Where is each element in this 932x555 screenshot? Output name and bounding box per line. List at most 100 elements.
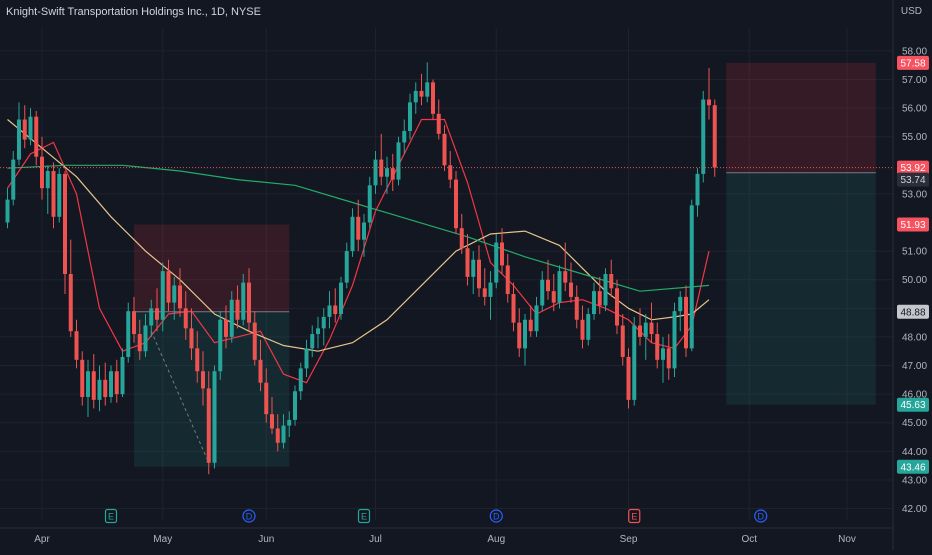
take-profit-zone [726,172,876,405]
y-tick-label: 48.00 [902,332,927,343]
candle-body [247,282,251,323]
dividend-icon [242,509,256,523]
candle-body [442,133,447,166]
candle-body [91,371,96,400]
candle-body [310,334,315,349]
candle-body [517,322,522,349]
candle-body [241,282,246,320]
candle-body [40,156,44,189]
x-tick-label: Jun [258,534,274,545]
x-tick-label: Jul [369,534,382,545]
event-label: E [631,512,637,522]
candle-body [212,371,217,463]
ma-line-sma-mid [7,119,710,352]
y-tick-label: 55.00 [902,132,927,143]
candle-body [465,248,470,277]
price-tag-bg [897,304,929,319]
candle-body [172,285,177,303]
y-tick-label: 43.00 [902,475,927,486]
candle-body [574,296,579,320]
candle-body [689,205,694,349]
y-tick-label: 56.00 [902,104,927,115]
overlay [0,167,893,463]
candle-body [643,322,648,337]
candle-body [86,371,90,397]
currency-label: USD [900,6,922,17]
time-axis[interactable]: AprMayJunJulAugSepOctNovDec2023 [34,534,932,545]
candle-body [511,294,516,323]
candle-body [137,334,142,352]
candle-body [189,328,194,349]
x-tick-label: Oct [741,534,757,545]
candle-body [22,119,27,140]
candles [5,62,717,475]
candle-body [367,185,372,223]
candle-body [350,216,355,252]
x-tick-label: May [153,534,172,545]
candle-body [661,348,665,360]
y-tick-label: 58.00 [902,46,927,57]
candle-body [551,291,556,303]
candle-body [11,159,16,200]
candle-body [17,119,21,160]
stop-loss-zone [726,62,876,173]
candle-body [402,130,407,143]
candle-body [390,168,395,180]
candle-body [655,334,660,360]
event-label: D [246,512,253,522]
candle-body [425,82,430,97]
candle-body [80,359,85,397]
price-tag-bg [897,459,929,474]
price-axis[interactable]: 42.0043.0044.0045.0046.0047.0048.0049.00… [897,46,929,515]
candle-body [68,274,73,332]
y-tick-label: 53.00 [902,189,927,200]
ma-line-sma-long [7,164,710,292]
candle-body [252,322,257,360]
candle-body [523,319,527,349]
candle-body [229,299,234,337]
price-tag-label: 53.92 [900,163,925,174]
x-tick-label: Aug [487,534,505,545]
candle-body [609,274,614,289]
candle-body [281,425,286,443]
candle-body [666,348,671,369]
candle-body [448,165,453,180]
candle-body [471,259,476,277]
candle-body [592,291,596,315]
candle-body [63,173,67,274]
candle-body [109,371,113,397]
candle-body [344,251,349,283]
y-tick-label: 50.00 [902,275,927,286]
candle-body [534,305,539,332]
candle-body [408,102,412,131]
candle-body [149,308,154,326]
price-tag-label: 57.58 [900,58,925,69]
position-zones[interactable] [134,62,876,467]
candle-body [540,279,545,306]
candle-body [580,319,585,340]
candle-body [74,331,79,360]
candle-body [684,296,688,349]
candle-body [178,285,182,309]
candle-body [678,296,683,312]
price-tag-label: 48.88 [900,307,925,318]
candle-body [195,348,200,372]
candle-body [436,113,441,134]
candle-body [413,90,418,103]
candle-body [97,379,102,400]
candle-body [379,159,384,177]
y-tick-label: 46.00 [902,390,927,401]
candle-body [638,325,642,337]
candle-body [304,348,309,369]
price-tag-label: 51.93 [900,220,925,231]
candle-body [5,199,10,223]
candle-body [356,216,361,240]
candle-body [707,99,711,106]
candle-body [275,428,280,443]
y-tick-label: 44.00 [902,447,927,458]
candle-body [120,356,125,395]
